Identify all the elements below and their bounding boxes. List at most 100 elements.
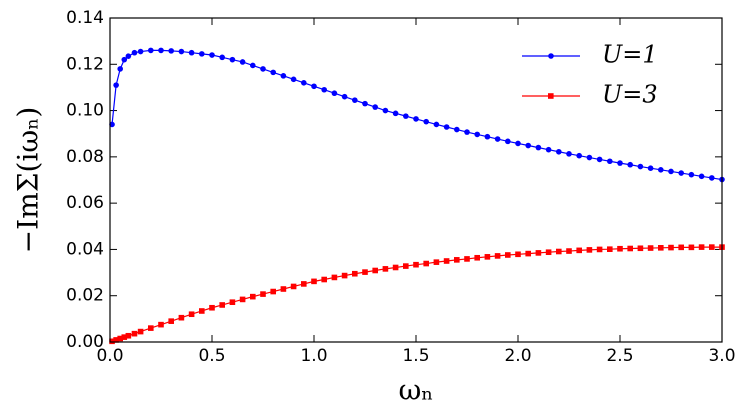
point bbox=[382, 266, 389, 272]
point bbox=[331, 274, 338, 281]
legend-label: U=3 bbox=[602, 81, 658, 109]
point bbox=[125, 332, 132, 339]
point bbox=[698, 173, 705, 180]
point bbox=[617, 245, 623, 252]
point bbox=[311, 83, 317, 90]
point bbox=[117, 66, 123, 72]
point bbox=[301, 281, 307, 287]
point bbox=[586, 154, 593, 161]
y-tick-label: 0.12 bbox=[66, 54, 104, 74]
point bbox=[260, 291, 266, 297]
point bbox=[290, 76, 297, 83]
point bbox=[209, 304, 215, 311]
point bbox=[596, 246, 603, 253]
point bbox=[209, 52, 215, 58]
point bbox=[178, 314, 185, 321]
plot-frame bbox=[109, 17, 723, 343]
point bbox=[403, 113, 409, 119]
point bbox=[556, 248, 562, 255]
point bbox=[545, 249, 552, 256]
point bbox=[474, 131, 481, 138]
point bbox=[260, 66, 266, 72]
y-tick-label: 0.10 bbox=[66, 101, 104, 121]
y-tick-label: 0.08 bbox=[66, 147, 104, 167]
point bbox=[515, 251, 521, 258]
x-tick-label: 3.0 bbox=[708, 346, 735, 366]
point bbox=[668, 244, 674, 251]
point bbox=[392, 264, 399, 271]
point bbox=[117, 335, 123, 342]
point bbox=[433, 121, 440, 128]
point bbox=[219, 54, 225, 61]
point bbox=[484, 133, 491, 140]
point bbox=[556, 148, 562, 155]
point bbox=[372, 104, 379, 110]
point bbox=[158, 321, 164, 328]
point bbox=[113, 337, 119, 343]
point bbox=[168, 318, 174, 324]
point bbox=[413, 261, 419, 268]
point bbox=[443, 258, 450, 264]
point bbox=[413, 116, 419, 122]
point bbox=[158, 47, 164, 54]
point bbox=[637, 245, 644, 252]
point bbox=[709, 244, 715, 250]
point bbox=[178, 48, 185, 55]
point bbox=[125, 53, 132, 59]
point bbox=[199, 51, 205, 57]
point bbox=[688, 244, 695, 251]
x-axis-label: ωₙ bbox=[399, 374, 434, 407]
point bbox=[239, 59, 246, 65]
point bbox=[607, 158, 613, 165]
point bbox=[464, 129, 470, 135]
point bbox=[454, 257, 460, 263]
point bbox=[270, 69, 277, 76]
point bbox=[535, 144, 542, 151]
point bbox=[617, 160, 623, 166]
point bbox=[423, 118, 430, 125]
y-tick-label: 0.02 bbox=[66, 286, 104, 306]
point bbox=[505, 138, 511, 145]
point bbox=[535, 250, 542, 256]
point bbox=[637, 163, 644, 170]
y-tick-label: 0.14 bbox=[66, 8, 104, 28]
point bbox=[454, 126, 460, 133]
point bbox=[188, 49, 195, 56]
x-tick-label: 1.0 bbox=[300, 346, 327, 366]
point bbox=[576, 247, 582, 254]
point bbox=[668, 168, 674, 175]
point bbox=[219, 302, 225, 308]
point bbox=[131, 49, 138, 56]
point bbox=[525, 250, 531, 257]
point bbox=[494, 253, 501, 259]
point bbox=[131, 330, 138, 337]
point bbox=[148, 47, 154, 54]
point bbox=[709, 175, 715, 181]
point bbox=[229, 56, 236, 63]
legend-marker bbox=[548, 53, 554, 59]
point bbox=[113, 82, 119, 88]
point bbox=[352, 97, 358, 103]
legend-marker bbox=[548, 93, 554, 99]
point bbox=[301, 80, 307, 86]
point bbox=[250, 293, 256, 300]
point bbox=[484, 254, 491, 260]
point bbox=[352, 270, 358, 277]
point bbox=[188, 311, 195, 318]
point bbox=[443, 124, 450, 130]
point bbox=[678, 244, 684, 251]
point bbox=[392, 110, 399, 117]
point bbox=[341, 272, 348, 279]
x-tick-label: 1.5 bbox=[402, 346, 429, 366]
series-line bbox=[111, 246, 722, 342]
point bbox=[341, 93, 348, 100]
point bbox=[647, 165, 654, 171]
point bbox=[698, 244, 705, 250]
point bbox=[250, 62, 256, 69]
point bbox=[109, 121, 115, 128]
x-tick-label: 2.5 bbox=[606, 346, 633, 366]
point bbox=[423, 260, 429, 267]
point bbox=[433, 259, 440, 265]
point bbox=[627, 161, 633, 168]
